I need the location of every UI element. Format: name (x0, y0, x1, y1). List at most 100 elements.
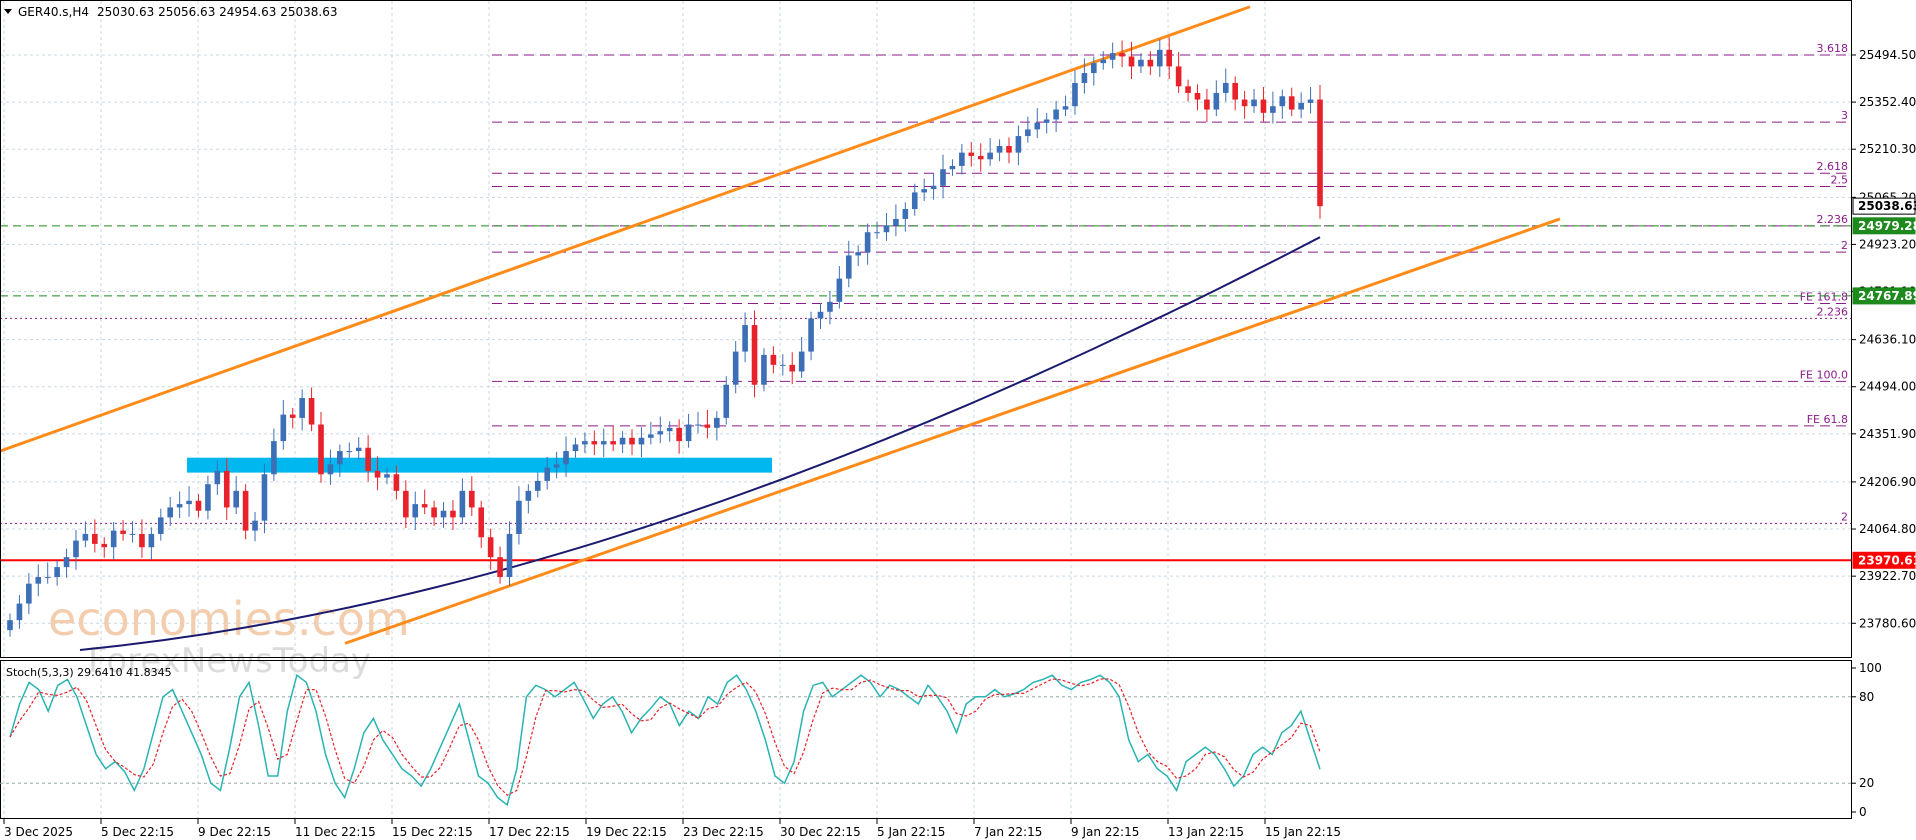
candle-body (1062, 106, 1069, 110)
dropdown-triangle-icon[interactable] (4, 9, 12, 14)
candle (110, 522, 117, 560)
candle-body (827, 301, 833, 312)
candle (186, 486, 192, 517)
candle-body (346, 451, 353, 453)
candle-body (582, 441, 588, 445)
candle-body (412, 504, 419, 518)
candle (261, 463, 268, 534)
price-tag-label: 24979.28 (1858, 219, 1916, 233)
x-tick-label: 5 Dec 22:15 (101, 825, 174, 839)
candle-body (600, 441, 607, 445)
candle-body (657, 431, 664, 435)
x-tick-label: 15 Jan 22:15 (1265, 825, 1341, 839)
candle (874, 221, 880, 239)
candle-body (864, 232, 871, 253)
candle (883, 212, 890, 241)
fib-level-label: 2 (1841, 510, 1848, 523)
candle-body (1166, 49, 1173, 67)
candle-body (544, 467, 551, 481)
candle (629, 429, 635, 456)
candle-body (506, 533, 513, 578)
candle-body (1204, 99, 1210, 110)
candle (1072, 70, 1078, 115)
candle (930, 173, 937, 200)
candle (685, 413, 692, 448)
candle-body (1138, 59, 1144, 67)
candle-body (949, 165, 956, 170)
candle-body (176, 504, 183, 508)
candle (337, 444, 343, 477)
candle (1279, 89, 1286, 119)
moving-average-line (79, 236, 1321, 651)
candle (139, 519, 145, 558)
stoch-main-line (9, 673, 1321, 807)
channel-upper-line (0, 5, 1251, 453)
candle-body (186, 500, 192, 505)
price-tag-label: 24767.89 (1858, 289, 1916, 303)
candle (1213, 80, 1220, 117)
stoch-tick-label: 80 (1859, 690, 1874, 704)
candle-body (1317, 99, 1323, 207)
candle (1119, 40, 1125, 68)
candle (1260, 86, 1267, 122)
symbol-label: GER40.s,H4 (18, 5, 89, 19)
stoch-tick-label: 100 (1859, 661, 1882, 675)
candle-body (940, 169, 946, 186)
candle (440, 502, 447, 528)
candle (553, 451, 560, 479)
candle-body (591, 441, 598, 445)
x-tick-label: 3 Dec 2025 (4, 825, 73, 839)
candle-body (1147, 59, 1154, 67)
candle (403, 480, 409, 528)
candle-body (73, 540, 79, 558)
candle (280, 399, 287, 450)
fib-level-label: 3 (1841, 109, 1848, 122)
price-tag-label: 23970.61 (1858, 553, 1916, 567)
candle-body (959, 152, 965, 166)
candle (855, 245, 862, 267)
candle-body (355, 447, 362, 452)
candle-body (516, 500, 522, 534)
candlesticks (7, 37, 1323, 637)
candle-body (883, 225, 890, 233)
candle-body (789, 364, 796, 372)
candle (1298, 92, 1304, 119)
x-tick-label: 17 Dec 22:15 (489, 825, 570, 839)
candle-body (1270, 106, 1276, 113)
fib-level-label: 2.5 (1831, 173, 1849, 186)
candle-body (129, 533, 136, 535)
candle (600, 428, 607, 458)
candle-body (54, 567, 60, 578)
candle (233, 476, 239, 515)
fib-level-label: FE 100.0 (1800, 368, 1848, 381)
candle-body (808, 318, 814, 352)
candle-body (242, 490, 249, 531)
candle (421, 489, 428, 515)
candle (73, 529, 79, 570)
candle (252, 512, 258, 542)
x-tick-label: 11 Dec 22:15 (295, 825, 376, 839)
candle (1081, 58, 1088, 94)
candle-body (685, 424, 692, 442)
candle-body (1025, 129, 1031, 137)
candle-body (977, 155, 984, 160)
candle (714, 411, 720, 441)
x-tick-label: 13 Jan 22:15 (1168, 825, 1244, 839)
candle-body (921, 189, 927, 193)
candle (374, 456, 381, 491)
candle-body (695, 424, 701, 426)
candle (26, 573, 32, 615)
candle (742, 312, 748, 363)
y-tick-label: 25494.50 (1859, 48, 1916, 62)
chart-header: GER40.s,H4 25030.63 25056.63 24954.63 25… (4, 5, 337, 19)
candle (591, 430, 598, 456)
candle (761, 348, 767, 392)
candle (205, 475, 211, 520)
y-tick-label: 24636.10 (1859, 333, 1916, 347)
candle-body (911, 192, 918, 209)
candle-body (648, 434, 654, 438)
candle (289, 407, 296, 429)
x-tick-label: 5 Jan 22:15 (877, 825, 945, 839)
